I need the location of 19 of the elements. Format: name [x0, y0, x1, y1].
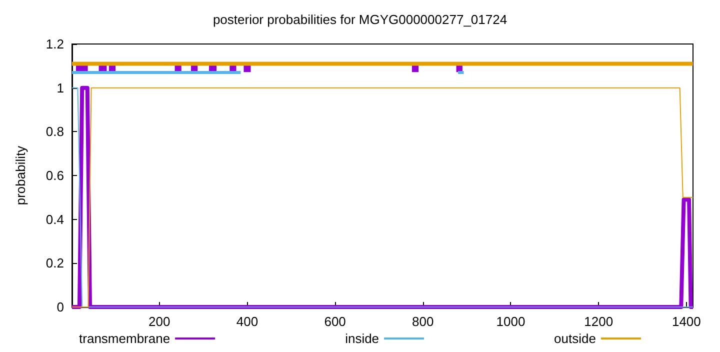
y-tick-label: 0.6: [46, 168, 64, 183]
y-tick-label: 1.2: [46, 36, 64, 52]
y-tick-label: 0.8: [46, 124, 64, 140]
x-tick-label: 1400: [672, 314, 701, 329]
x-tick-label: 600: [324, 314, 346, 329]
legend-label: transmembrane: [79, 331, 170, 346]
x-tick-label: 1200: [584, 314, 614, 329]
x-tick-label: 200: [148, 314, 170, 329]
y-tick-label: 1: [56, 80, 64, 96]
y-axis-title: probability: [13, 145, 28, 206]
x-tick-label: 800: [412, 314, 434, 329]
x-tick-label: 400: [236, 314, 258, 329]
x-tick-label: 1000: [496, 314, 526, 329]
y-tick-label: 0: [56, 300, 64, 314]
legend-label: inside: [345, 331, 380, 346]
y-tick-label: 0.4: [46, 212, 64, 227]
legend-label: outside: [554, 331, 596, 346]
chart-title: posterior probabilities for MGYG000000277_01724: [212, 12, 508, 27]
y-tick-label: 0.2: [46, 256, 64, 271]
